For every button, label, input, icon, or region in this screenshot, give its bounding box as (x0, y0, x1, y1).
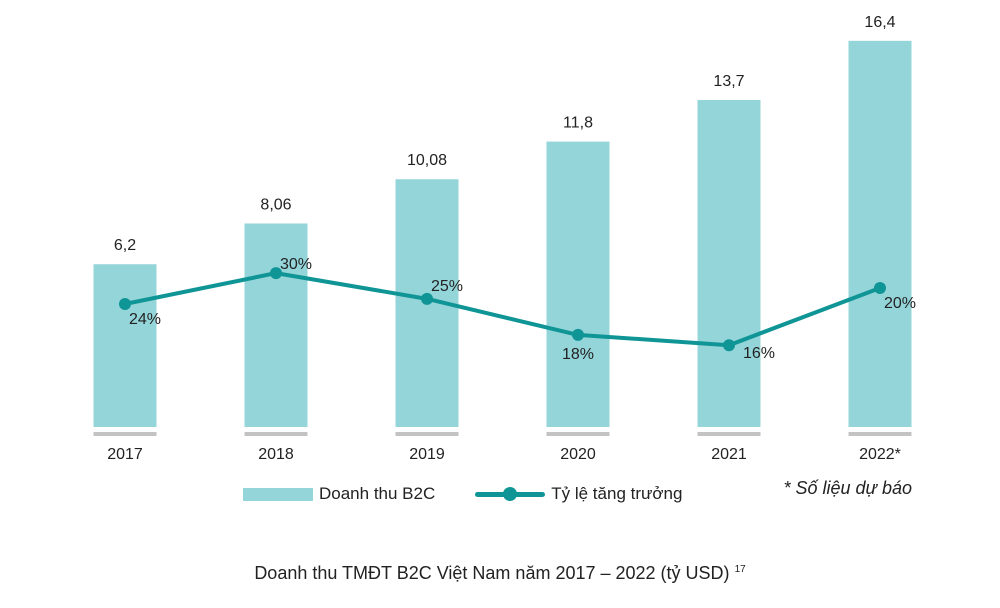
chart-title: Doanh thu TMĐT B2C Việt Nam năm 2017 – 2… (0, 563, 1000, 584)
x-tick-label: 2017 (107, 446, 143, 463)
legend-label-line: Tỷ lệ tăng trưởng (551, 484, 683, 503)
growth-point (421, 292, 433, 305)
growth-value-label: 30% (280, 256, 312, 273)
axis-tick (848, 432, 912, 436)
growth-value-label: 18% (562, 346, 594, 363)
x-tick-label: 2021 (711, 446, 747, 463)
bar (93, 264, 157, 427)
growth-line (124, 271, 881, 348)
legend: Doanh thu B2C Tỷ lệ tăng trưởng (243, 484, 682, 504)
bar-value-label: 16,4 (864, 14, 895, 31)
bar (546, 141, 610, 427)
growth-point (723, 339, 735, 352)
chart: 2017 6,2 2018 8,06 2019 10,08 2020 11,8 2021 13,7… (93, 14, 916, 463)
growth-point (119, 298, 131, 310)
growth-value-label: 20% (884, 295, 916, 312)
chart-title-text: Doanh thu TMĐT B2C Việt Nam năm 2017 – 2… (254, 563, 730, 583)
legend-swatch-bar (243, 487, 313, 501)
bar (244, 223, 308, 427)
axis-tick (697, 432, 761, 436)
axis-tick (93, 432, 157, 436)
growth-point (874, 282, 886, 294)
bar-value-label: 13,7 (713, 73, 744, 90)
bar (697, 99, 761, 427)
growth-value-label: 16% (743, 345, 775, 362)
x-tick-label: 2020 (560, 446, 596, 463)
footnote-ref: 17 (734, 564, 746, 575)
legend-swatch-line (475, 486, 546, 501)
growth-value-label: 24% (129, 311, 161, 328)
x-tick-label: 2018 (258, 446, 294, 463)
x-tick-label: 2019 (409, 446, 445, 463)
bar-value-label: 8,06 (260, 196, 291, 213)
bar-value-label: 11,8 (563, 115, 593, 132)
legend-label-bar: Doanh thu B2C (319, 484, 436, 503)
bar-value-label: 6,2 (114, 237, 136, 254)
axis-tick (395, 432, 459, 436)
growth-point (270, 267, 282, 280)
bar (848, 40, 912, 428)
x-tick-label: 2022* (859, 446, 901, 463)
growth-value-label: 25% (431, 278, 463, 295)
growth-point (572, 328, 584, 341)
bar-value-label: 10,08 (407, 152, 447, 169)
forecast-note: * Số liệu dự báo (783, 478, 913, 498)
axis-tick (244, 432, 308, 436)
axis-tick (546, 432, 610, 436)
